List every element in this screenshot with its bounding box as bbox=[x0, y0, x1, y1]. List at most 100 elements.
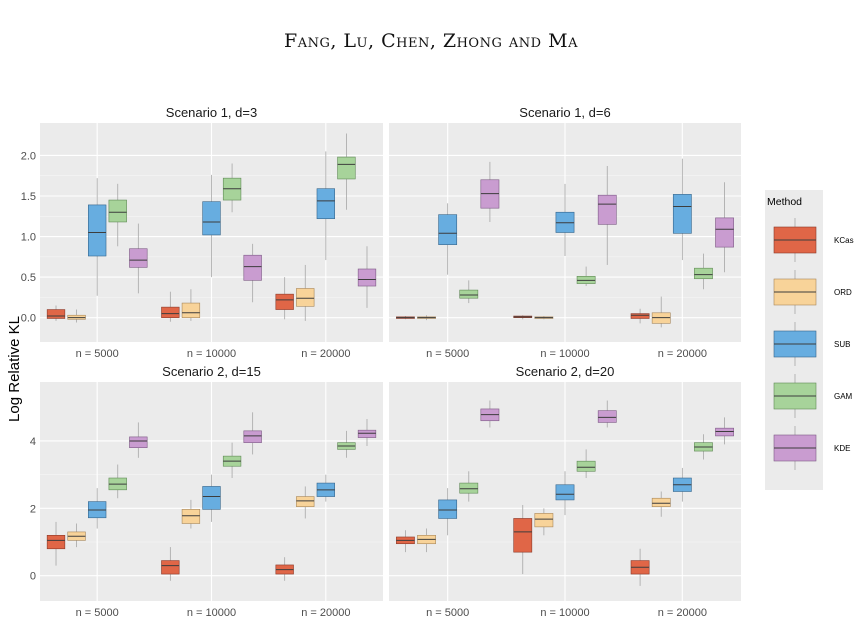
box-kcas-1 bbox=[396, 530, 415, 553]
box bbox=[555, 484, 575, 501]
box-kde-3 bbox=[357, 419, 377, 447]
box-kcas-2 bbox=[161, 291, 180, 322]
box-gam-3 bbox=[694, 253, 713, 290]
box-kcas-1 bbox=[46, 305, 66, 321]
box-gam-1 bbox=[459, 471, 479, 502]
box-kcas-3 bbox=[630, 308, 650, 324]
y-tick-label: 1.5 bbox=[21, 191, 36, 203]
box-gam-3 bbox=[337, 430, 356, 458]
box-gam-1 bbox=[108, 183, 127, 247]
box-sub-1 bbox=[88, 488, 107, 529]
y-tick-label: 1.0 bbox=[21, 232, 36, 244]
legend-item-kcas: KCas bbox=[773, 218, 854, 262]
panel-title: Scenario 1, d=3 bbox=[166, 105, 257, 120]
panel-2: Scenario 1, d=6 n = 5000 n = 10000 n = 2000… bbox=[389, 105, 741, 360]
box-gam-2 bbox=[576, 266, 596, 287]
box bbox=[129, 436, 148, 448]
box bbox=[715, 217, 734, 248]
legend-label: ORD bbox=[834, 288, 852, 297]
box bbox=[316, 188, 335, 220]
x-tick-label: n = 5000 bbox=[76, 607, 119, 619]
x-tick-label: n = 10000 bbox=[187, 607, 236, 619]
panel-title: Scenario 1, d=6 bbox=[519, 105, 610, 120]
legend-label: GAM bbox=[834, 392, 853, 401]
box-gam-2 bbox=[576, 449, 596, 479]
box-ord-2 bbox=[181, 289, 201, 321]
box-ord-1 bbox=[67, 309, 86, 323]
box-ord-1 bbox=[67, 523, 86, 548]
box bbox=[337, 156, 356, 180]
box-kde-3 bbox=[715, 182, 734, 273]
box bbox=[438, 499, 458, 519]
box-kcas-3 bbox=[275, 277, 294, 320]
box-kcas-2 bbox=[513, 504, 533, 575]
box bbox=[181, 302, 201, 318]
box-kde-1 bbox=[129, 223, 148, 294]
x-tick-label: n = 20000 bbox=[301, 607, 350, 619]
box bbox=[296, 288, 315, 307]
box-sub-1 bbox=[88, 178, 107, 296]
y-tick-label: 2 bbox=[30, 503, 36, 515]
box bbox=[672, 194, 692, 234]
box-kcas-3 bbox=[630, 548, 650, 586]
y-tick-label: 0.5 bbox=[21, 272, 36, 284]
x-tick-label: n = 20000 bbox=[658, 607, 707, 619]
box-sub-3 bbox=[316, 151, 335, 261]
box bbox=[46, 309, 66, 319]
box bbox=[275, 293, 294, 310]
box bbox=[296, 496, 315, 507]
panel-title: Scenario 2, d=20 bbox=[516, 364, 615, 379]
panels: Scenario 1, d=3 0.0 0.5 1.0 1.5 2.0 n = 5000 n … bbox=[21, 105, 741, 619]
box-kde-2 bbox=[243, 412, 262, 455]
box bbox=[715, 427, 734, 437]
box-kcas-1 bbox=[396, 316, 415, 320]
box bbox=[357, 268, 377, 287]
box bbox=[161, 560, 180, 575]
box bbox=[438, 214, 458, 245]
box-kde-2 bbox=[597, 165, 617, 265]
box-ord-3 bbox=[296, 486, 315, 519]
legend-item-sub: SUB bbox=[773, 322, 850, 366]
x-tick-label: n = 5000 bbox=[426, 348, 469, 360]
box bbox=[459, 289, 479, 299]
box bbox=[357, 429, 377, 438]
box-sub-2 bbox=[555, 471, 575, 516]
box bbox=[108, 199, 127, 223]
legend-label: KDE bbox=[834, 444, 850, 453]
box bbox=[597, 194, 617, 225]
box bbox=[534, 513, 554, 528]
box-gam-3 bbox=[337, 133, 356, 210]
box-ord-3 bbox=[651, 296, 671, 328]
box-sub-3 bbox=[672, 158, 692, 261]
box-kcas-1 bbox=[46, 521, 66, 566]
box bbox=[651, 497, 671, 507]
box bbox=[459, 482, 479, 494]
box-ord-2 bbox=[534, 316, 554, 320]
box-ord-3 bbox=[296, 264, 315, 321]
box-sub-1 bbox=[438, 203, 458, 275]
box bbox=[694, 267, 713, 280]
box-sub-3 bbox=[672, 467, 692, 502]
box bbox=[202, 201, 221, 236]
legend-item-ord: ORD bbox=[773, 270, 852, 314]
box-gam-1 bbox=[459, 280, 479, 304]
y-tick-label: 4 bbox=[30, 436, 36, 448]
box-sub-3 bbox=[316, 474, 335, 502]
x-tick-label: n = 20000 bbox=[658, 348, 707, 360]
y-tick-label: 0 bbox=[30, 571, 36, 583]
legend-label: SUB bbox=[834, 340, 850, 349]
legend: Method KCas ORD SUB GAM KDE bbox=[765, 190, 854, 490]
box bbox=[161, 306, 180, 318]
box-ord-2 bbox=[181, 499, 201, 529]
box bbox=[243, 254, 262, 281]
box-gam-2 bbox=[222, 442, 242, 479]
box bbox=[576, 460, 596, 472]
box bbox=[46, 534, 66, 550]
box-sub-2 bbox=[202, 174, 221, 278]
panel-4: Scenario 2, d=20 n = 5000 n = 10000 n = 200… bbox=[389, 364, 741, 619]
box-kcas-2 bbox=[161, 547, 180, 581]
y-axis-label: Log Relative KL bbox=[6, 316, 23, 422]
x-tick-label: n = 5000 bbox=[76, 348, 119, 360]
legend-title: Method bbox=[767, 196, 802, 208]
